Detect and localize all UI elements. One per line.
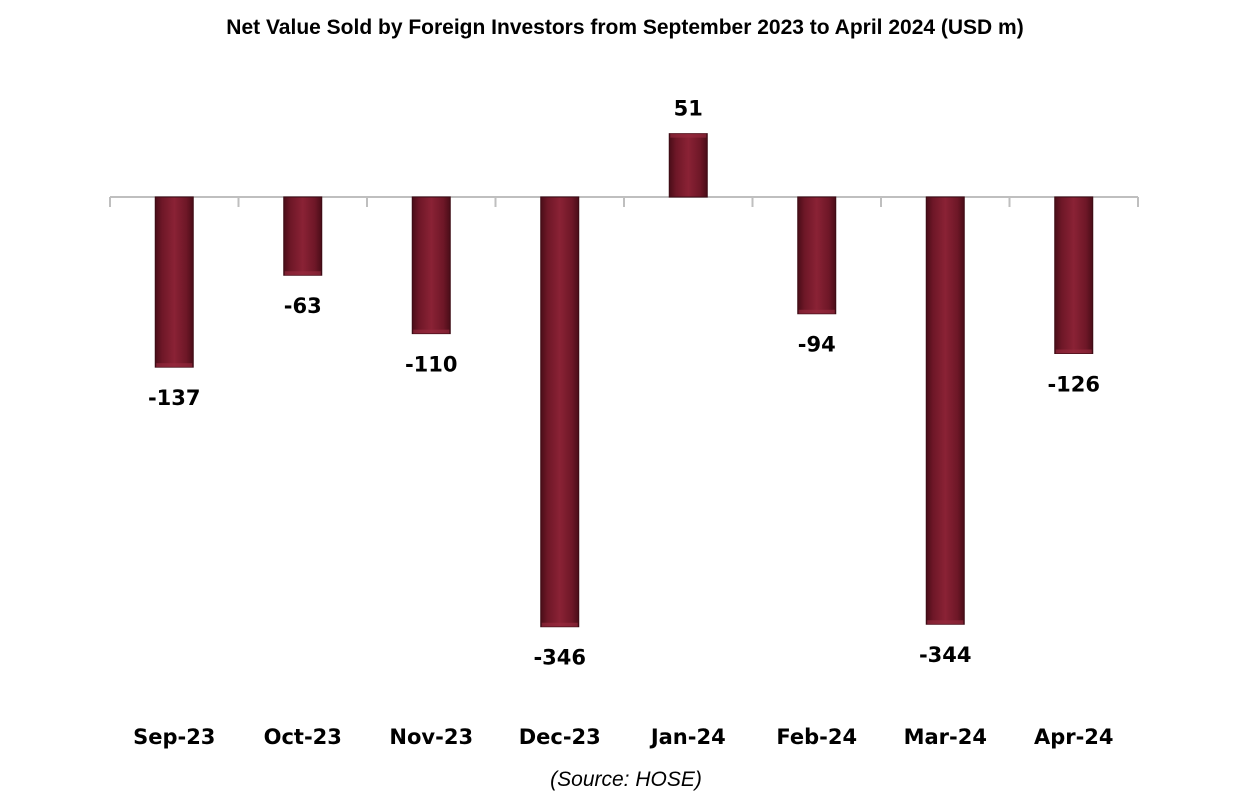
bar-cap bbox=[670, 133, 707, 138]
x-axis bbox=[109, 196, 1139, 207]
chart-source: (Source: HOSE) bbox=[550, 768, 702, 791]
bar-sep-23 bbox=[154, 196, 194, 368]
data-label-apr-24: -126 bbox=[1047, 372, 1100, 396]
data-label-sep-23: -137 bbox=[148, 386, 201, 410]
bar-jan-24 bbox=[668, 133, 708, 198]
bars bbox=[154, 133, 1094, 628]
bar-feb-24 bbox=[797, 196, 837, 315]
category-label-feb-24: Feb-24 bbox=[776, 725, 857, 749]
data-labels: -137 -63 -110 -346 51 -94 -344 -126 bbox=[148, 97, 1100, 670]
bar-cap bbox=[927, 620, 964, 625]
bar-cap bbox=[156, 363, 193, 368]
bar-cap bbox=[798, 309, 835, 314]
category-label-mar-24: Mar-24 bbox=[904, 725, 987, 749]
category-label-apr-24: Apr-24 bbox=[1034, 725, 1114, 749]
bar-dec-23 bbox=[540, 196, 580, 628]
data-label-dec-23: -346 bbox=[533, 646, 586, 670]
data-label-oct-23: -63 bbox=[284, 294, 322, 318]
data-label-mar-24: -344 bbox=[919, 643, 972, 667]
bar-cap bbox=[284, 271, 321, 276]
bar-cap bbox=[413, 329, 450, 334]
category-label-sep-23: Sep-23 bbox=[133, 725, 215, 749]
data-label-jan-24: 51 bbox=[674, 97, 703, 121]
bar-cap bbox=[1055, 349, 1092, 354]
category-label-nov-23: Nov-23 bbox=[389, 725, 473, 749]
bar-apr-24 bbox=[1054, 196, 1094, 354]
bar-oct-23 bbox=[283, 196, 323, 276]
bar-cap bbox=[541, 622, 578, 627]
category-label-dec-23: Dec-23 bbox=[519, 725, 601, 749]
data-label-nov-23: -110 bbox=[405, 353, 458, 377]
category-label-jan-24: Jan-24 bbox=[649, 725, 726, 749]
category-labels: Sep-23 Oct-23 Nov-23 Dec-23 Jan-24 Feb-24 Mar-… bbox=[133, 725, 1113, 749]
chart-title: Net Value Sold by Foreign Investors from… bbox=[226, 16, 1024, 39]
bar-nov-23 bbox=[411, 196, 451, 335]
data-label-feb-24: -94 bbox=[798, 333, 836, 357]
bar-mar-24 bbox=[925, 196, 965, 625]
category-label-oct-23: Oct-23 bbox=[264, 725, 342, 749]
